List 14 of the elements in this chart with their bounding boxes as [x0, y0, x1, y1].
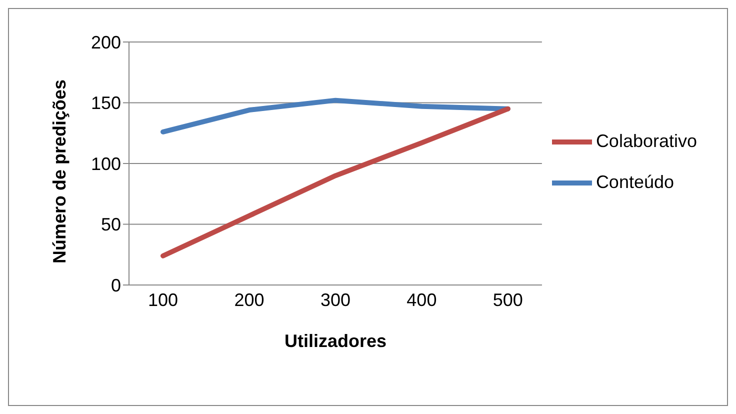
y-tick-label: 100	[90, 154, 121, 174]
y-tick-label: 200	[90, 32, 121, 52]
x-tick-label: 300	[320, 290, 350, 310]
x-tick-label: 500	[492, 290, 523, 310]
legend-label: Conteúdo	[596, 172, 674, 192]
y-axis-title: Número de predições	[49, 79, 70, 264]
legend-label: Colaborativo	[596, 130, 697, 151]
x-tick-label: 100	[148, 290, 178, 310]
x-tick-label: 200	[234, 290, 264, 310]
x-axis-title: Utilizadores	[284, 331, 386, 351]
y-tick-label: 50	[100, 214, 121, 235]
x-tick-label: 400	[406, 290, 437, 310]
y-tick-label: 150	[90, 93, 121, 114]
y-tick-label: 0	[110, 275, 121, 296]
